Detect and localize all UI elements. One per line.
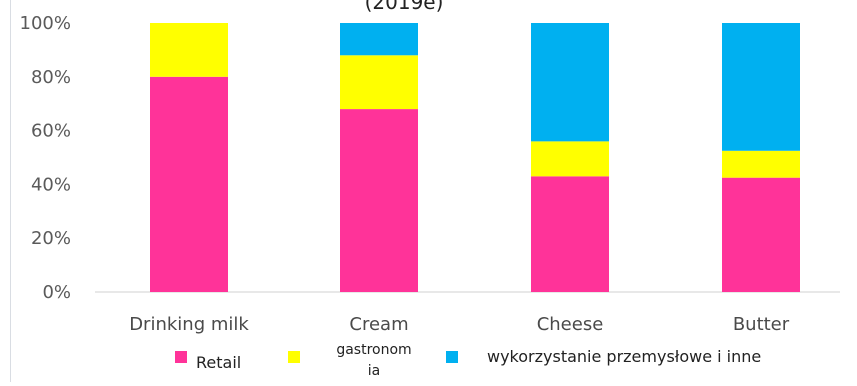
category-label: Cheese — [537, 314, 604, 335]
bar-segment — [340, 23, 418, 55]
legend-swatch — [175, 351, 187, 363]
category-labels: Drinking milk Cream Cheese Butter — [129, 314, 790, 335]
bar-segment — [722, 23, 800, 151]
category-label: Drinking milk — [129, 314, 249, 335]
y-tick-label: 40% — [31, 174, 71, 195]
bar-segment — [340, 109, 418, 292]
bar-segment — [150, 77, 228, 292]
y-axis-ticks: 0% 20% 40% 60% 80% 100% — [20, 13, 71, 303]
bar-segment — [531, 141, 609, 176]
y-tick-label: 0% — [42, 282, 71, 303]
category-label: Butter — [733, 314, 790, 335]
legend-swatch — [288, 351, 300, 363]
y-tick-label: 100% — [20, 13, 71, 34]
bar-segment — [531, 23, 609, 141]
legend-label: wykorzystanie przemysłowe i inne — [487, 347, 761, 366]
bar-segment — [150, 23, 228, 77]
legend-swatch — [446, 351, 458, 363]
legend-label: gastronom ia — [336, 342, 411, 379]
legend-label: Retail — [196, 353, 241, 372]
left-border-line — [10, 0, 11, 382]
bar-segment — [340, 55, 418, 109]
bar-segment — [722, 178, 800, 292]
category-label: Cream — [349, 314, 408, 335]
y-tick-label: 80% — [31, 67, 71, 88]
bar-segment — [531, 176, 609, 292]
bar-segment — [722, 151, 800, 178]
chart-title: (2019e) — [365, 0, 444, 14]
bars — [150, 23, 800, 292]
y-tick-label: 60% — [31, 121, 71, 142]
y-tick-label: 20% — [31, 228, 71, 249]
legend: Retail gastronom ia wykorzystanie przemysło… — [175, 342, 761, 379]
